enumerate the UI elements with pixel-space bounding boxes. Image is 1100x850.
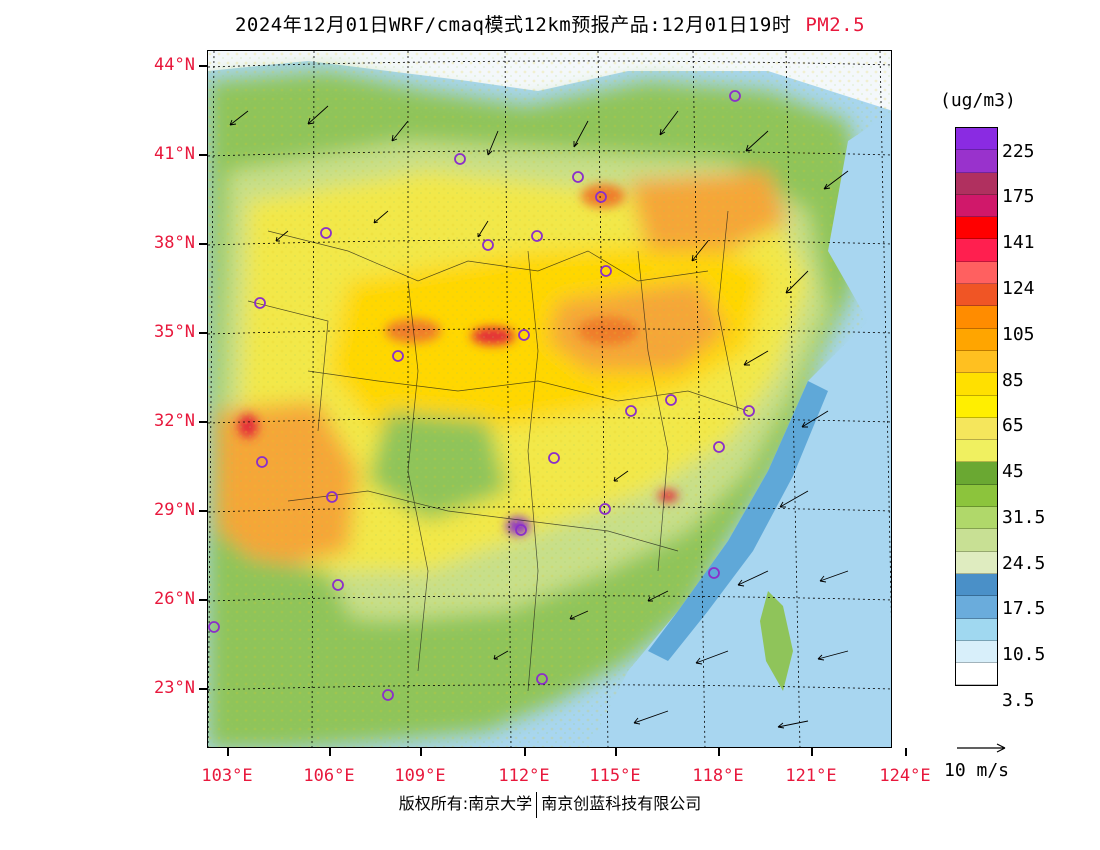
credit-line: 版权所有:南京大学 南京创蓝科技有限公司 bbox=[0, 790, 1100, 818]
colorbar-label: 124 bbox=[1002, 278, 1035, 299]
colorbar-cell bbox=[956, 529, 997, 552]
lat-label-44: 44°N bbox=[154, 55, 195, 75]
credit-right: 南京创蓝科技有限公司 bbox=[541, 794, 702, 813]
lat-label-26: 26°N bbox=[154, 589, 195, 609]
colorbar-cell bbox=[956, 395, 997, 418]
colorbar-label: 225 bbox=[1002, 141, 1035, 162]
colorbar-cell bbox=[956, 417, 997, 441]
colorbar bbox=[955, 127, 998, 687]
lat-label-23: 23°N bbox=[154, 678, 195, 698]
colorbar-cell bbox=[956, 462, 997, 485]
colorbar-label: 85 bbox=[1002, 370, 1024, 391]
colorbar-cell bbox=[956, 596, 997, 619]
map-title: 2024年12月01日WRF/cmaq模式12km预报产品:12月01日19时 P… bbox=[0, 10, 1100, 37]
colorbar-label: 31.5 bbox=[1002, 507, 1046, 528]
colorbar-cell bbox=[956, 217, 997, 240]
colorbar-cell bbox=[956, 172, 997, 195]
lat-tick bbox=[199, 243, 207, 245]
lat-tick bbox=[199, 332, 207, 334]
lon-label-118: 118°E bbox=[692, 766, 744, 786]
lat-label-35: 35°N bbox=[154, 322, 195, 342]
lon-label-103: 103°E bbox=[201, 766, 253, 786]
lon-tick bbox=[420, 748, 422, 756]
colorbar-label: 10.5 bbox=[1002, 644, 1046, 665]
lon-label-121: 121°E bbox=[785, 766, 837, 786]
colorbar-cell bbox=[956, 373, 997, 396]
pm25-map-svg bbox=[208, 51, 891, 747]
colorbar-cell bbox=[956, 573, 997, 597]
colorbar-cell bbox=[956, 284, 997, 307]
lat-tick bbox=[199, 510, 207, 512]
colorbar-cell bbox=[956, 328, 997, 351]
lat-tick bbox=[199, 421, 207, 423]
colorbar-cell bbox=[956, 306, 997, 329]
lat-label-41: 41°N bbox=[154, 144, 195, 164]
lat-label-29: 29°N bbox=[154, 500, 195, 520]
colorbar-cell bbox=[956, 194, 997, 218]
lon-label-115: 115°E bbox=[589, 766, 641, 786]
colorbar-cell bbox=[956, 239, 997, 262]
graticule bbox=[208, 51, 891, 747]
lon-tick bbox=[615, 748, 617, 756]
colorbar-label: 65 bbox=[1002, 415, 1024, 436]
lat-tick bbox=[199, 599, 207, 601]
colorbar-cell bbox=[956, 507, 997, 530]
lat-label-32: 32°N bbox=[154, 411, 195, 431]
colorbar-cell bbox=[956, 261, 997, 285]
lat-tick bbox=[199, 154, 207, 156]
lon-label-106: 106°E bbox=[303, 766, 355, 786]
colorbar-label: 17.5 bbox=[1002, 598, 1046, 619]
lon-label-124: 124°E bbox=[879, 766, 931, 786]
lon-tick bbox=[811, 748, 813, 756]
colorbar-label: 45 bbox=[1002, 461, 1024, 482]
lat-tick bbox=[199, 65, 207, 67]
colorbar-cell bbox=[956, 640, 997, 664]
lon-tick bbox=[905, 748, 907, 756]
colorbar-cell bbox=[956, 128, 997, 151]
taiwan-island bbox=[760, 591, 793, 691]
wind-reference-arrow bbox=[957, 743, 1006, 753]
colorbar-cell bbox=[956, 618, 997, 641]
lon-tick bbox=[227, 748, 229, 756]
title-text: 2024年12月01日WRF/cmaq模式12km预报产品:12月01日19时 bbox=[234, 14, 792, 36]
colorbar-label: 24.5 bbox=[1002, 553, 1046, 574]
lat-label-38: 38°N bbox=[154, 233, 195, 253]
colorbar-label: 175 bbox=[1002, 186, 1035, 207]
colorbar-cell bbox=[956, 663, 997, 686]
city-markers bbox=[208, 90, 755, 701]
lon-label-109: 109°E bbox=[394, 766, 446, 786]
wind-vectors bbox=[229, 105, 849, 729]
east-sea-area bbox=[589, 112, 891, 747]
credit-left: 版权所有:南京大学 bbox=[398, 794, 533, 813]
lon-label-112: 112°E bbox=[498, 766, 550, 786]
title-variable: PM2.5 bbox=[805, 14, 866, 36]
lat-tick bbox=[199, 688, 207, 690]
pm25-map bbox=[207, 50, 892, 748]
lon-tick bbox=[718, 748, 720, 756]
lon-tick bbox=[329, 748, 331, 756]
lon-tick bbox=[524, 748, 526, 756]
boundaries bbox=[247, 210, 749, 692]
colorbar-cell bbox=[956, 350, 997, 374]
colorbar-label: 141 bbox=[1002, 232, 1035, 253]
colorbar-unit: (ug/m3) bbox=[940, 90, 1016, 111]
colorbar-cell bbox=[956, 440, 997, 463]
credit-separator bbox=[536, 791, 538, 818]
colorbar-label: 105 bbox=[1002, 324, 1035, 345]
colorbar-cell bbox=[956, 551, 997, 574]
colorbar-cell bbox=[956, 484, 997, 508]
colorbar-cell bbox=[956, 150, 997, 173]
wind-reference-label: 10 m/s bbox=[944, 760, 1010, 781]
coastal-water bbox=[648, 381, 828, 661]
colorbar-label: 3.5 bbox=[1002, 690, 1035, 711]
